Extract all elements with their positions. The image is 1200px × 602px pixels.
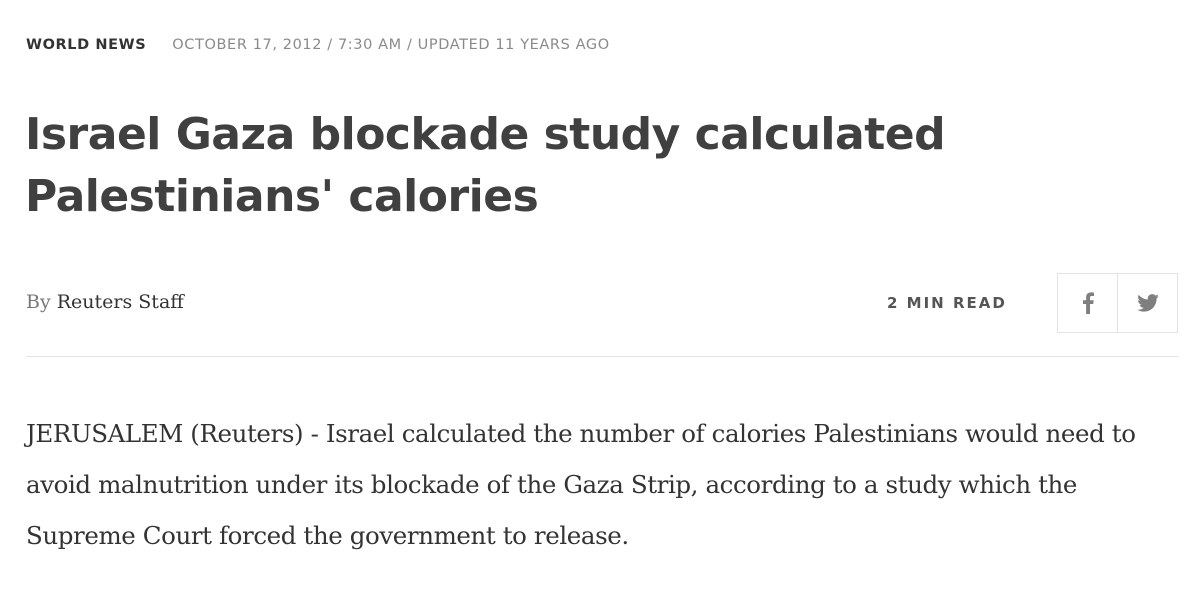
- share-facebook-button[interactable]: [1058, 274, 1117, 332]
- share-buttons: [1057, 273, 1178, 333]
- section-label[interactable]: WORLD NEWS: [26, 37, 147, 53]
- read-time: 2 MIN READ: [887, 294, 1007, 312]
- byline: By Reuters Staff: [26, 288, 184, 316]
- dateline: OCTOBER 17, 2012 / 7:30 AM / UPDATED 11 …: [172, 37, 610, 53]
- author-name[interactable]: Reuters Staff: [56, 291, 184, 313]
- twitter-icon: [1136, 294, 1159, 312]
- divider: [26, 356, 1178, 357]
- article-headline: Israel Gaza blockade study calculated Pa…: [25, 109, 946, 222]
- facebook-icon: [1082, 292, 1094, 314]
- share-twitter-button[interactable]: [1117, 274, 1177, 332]
- byline-prefix: By: [26, 291, 51, 313]
- article-meta: WORLD NEWS OCTOBER 17, 2012 / 7:30 AM / U…: [26, 35, 610, 55]
- article-body: JERUSALEM (Reuters) - Israel calculated …: [26, 419, 1136, 550]
